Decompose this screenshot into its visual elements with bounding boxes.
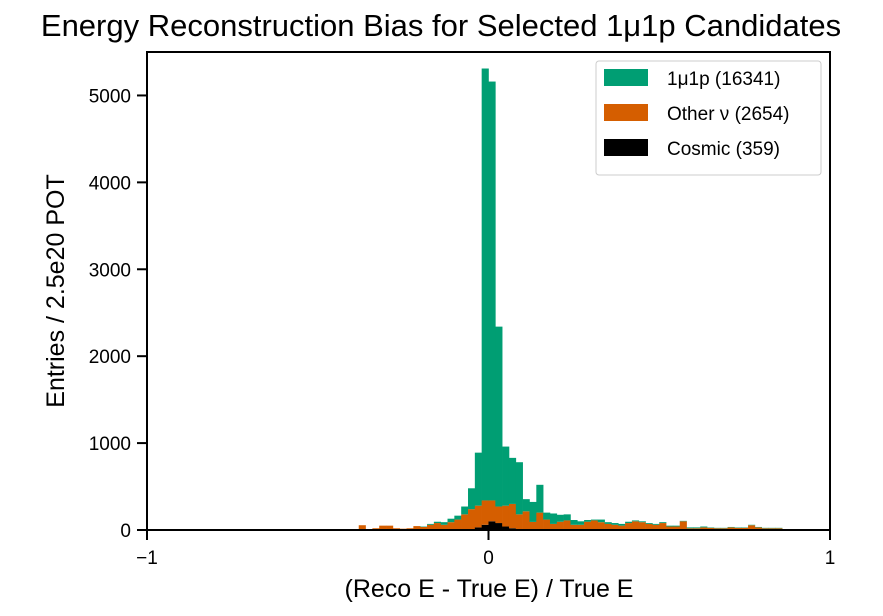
legend-swatch xyxy=(604,104,648,121)
bar-numu-1p-10 xyxy=(427,524,434,525)
bar-numu-1p-34 xyxy=(591,520,598,521)
legend-label: Cosmic (359) xyxy=(667,139,780,160)
bar-numu-1p-17 xyxy=(475,453,482,506)
bar-numu-1p-30 xyxy=(564,514,571,520)
legend-label: 1μ1p (16341) xyxy=(667,69,780,90)
bar-other-nu-14 xyxy=(454,520,461,530)
bar-numu-1p-31 xyxy=(570,520,577,525)
y-tick-label: 1000 xyxy=(89,434,131,455)
bar-numu-1p-50 xyxy=(700,527,707,528)
bar-numu-1p-44 xyxy=(659,522,666,523)
bar-numu-1p-25 xyxy=(529,502,536,522)
bar-numu-1p-35 xyxy=(598,520,605,523)
bar-other-nu-24 xyxy=(523,511,530,529)
bar-numu-1p-19 xyxy=(489,82,496,501)
bar-other-nu-22 xyxy=(509,504,516,528)
bar-other-nu-26 xyxy=(536,513,543,530)
x-tick-label: 1 xyxy=(825,548,836,569)
bar-other-nu-44 xyxy=(659,523,666,530)
x-tick-label: 0 xyxy=(483,548,494,569)
x-axis-label: (Reco E - True E) / True E xyxy=(345,575,634,603)
bar-numu-1p-23 xyxy=(516,462,523,514)
y-tick-label: 5000 xyxy=(89,86,131,107)
bar-numu-1p-24 xyxy=(523,499,530,511)
bar-numu-1p-43 xyxy=(652,524,659,525)
bar-numu-1p-38 xyxy=(618,524,625,526)
bar-other-nu-39 xyxy=(625,523,632,530)
bar-numu-1p-15 xyxy=(461,507,468,515)
bar-numu-1p-27 xyxy=(543,513,550,520)
chart-title: Energy Reconstruction Bias for Selected … xyxy=(41,8,841,43)
bar-numu-1p-14 xyxy=(454,516,461,520)
legend: 1μ1p (16341) Other ν (2654) Cosmic (359) xyxy=(596,61,821,175)
bar-other-nu-35 xyxy=(598,522,605,530)
bar-numu-1p-12 xyxy=(441,522,448,525)
bar-numu-1p-21 xyxy=(502,447,509,506)
bar-cosmic-19 xyxy=(489,521,496,530)
bar-other-nu-40 xyxy=(632,521,639,530)
bar-other-nu-25 xyxy=(529,522,536,530)
y-tick-label: 3000 xyxy=(89,260,131,281)
bar-other-nu-29 xyxy=(557,522,564,530)
x-tick-label: −1 xyxy=(136,548,158,569)
bar-other-nu-20 xyxy=(495,507,502,524)
bar-numu-1p-18 xyxy=(482,69,489,501)
bar-numu-1p-16 xyxy=(468,488,475,509)
bar-numu-1p-48 xyxy=(687,527,694,528)
bar-other-nu-33 xyxy=(584,522,591,530)
bar-other-nu-47 xyxy=(680,521,687,530)
bar-numu-1p-40 xyxy=(632,520,639,521)
y-tick-label: 0 xyxy=(120,521,131,542)
bar-numu-1p-41 xyxy=(639,521,646,522)
bar-other-nu-17 xyxy=(475,506,482,528)
bar-numu-1p-42 xyxy=(646,523,653,524)
y-tick-label: 2000 xyxy=(89,347,131,368)
bar-other-nu-18 xyxy=(482,500,489,524)
bar-other-nu-34 xyxy=(591,520,598,530)
bar-numu-1p-11 xyxy=(434,522,441,523)
bar-other-nu-11 xyxy=(434,523,441,530)
legend-swatch xyxy=(604,139,648,156)
bar-numu-1p-45 xyxy=(666,526,673,527)
bar-numu-1p-29 xyxy=(557,515,564,522)
bar-numu-1p-20 xyxy=(495,327,502,507)
bar-other-nu-30 xyxy=(564,520,571,530)
bar-other-nu-41 xyxy=(639,522,646,530)
bar-other-nu-21 xyxy=(502,506,509,527)
bar-numu-1p-46 xyxy=(673,526,680,527)
bar-numu-1p-39 xyxy=(625,522,632,523)
bar-other-nu-13 xyxy=(448,522,455,530)
legend-swatch xyxy=(604,69,648,86)
bar-cosmic-20 xyxy=(495,523,502,530)
bar-numu-1p-32 xyxy=(577,521,584,524)
bar-numu-1p-13 xyxy=(448,519,455,522)
bar-numu-1p-26 xyxy=(536,485,543,513)
bar-numu-1p-33 xyxy=(584,520,591,522)
bar-numu-1p-36 xyxy=(605,522,612,524)
legend-label: Other ν (2654) xyxy=(667,104,790,125)
bar-other-nu-15 xyxy=(461,514,468,529)
y-tick-label: 4000 xyxy=(89,173,131,194)
bar-other-nu-27 xyxy=(543,520,550,530)
y-axis-label: Entries / 2.5e20 POT xyxy=(42,174,70,407)
bar-other-nu-19 xyxy=(489,500,496,521)
bar-other-nu-16 xyxy=(468,509,475,529)
bar-numu-1p-28 xyxy=(550,513,557,523)
bar-numu-1p-49 xyxy=(693,527,700,528)
bar-numu-1p-22 xyxy=(509,458,516,504)
bar-other-nu-23 xyxy=(516,514,523,529)
bar-numu-1p-37 xyxy=(611,523,618,525)
